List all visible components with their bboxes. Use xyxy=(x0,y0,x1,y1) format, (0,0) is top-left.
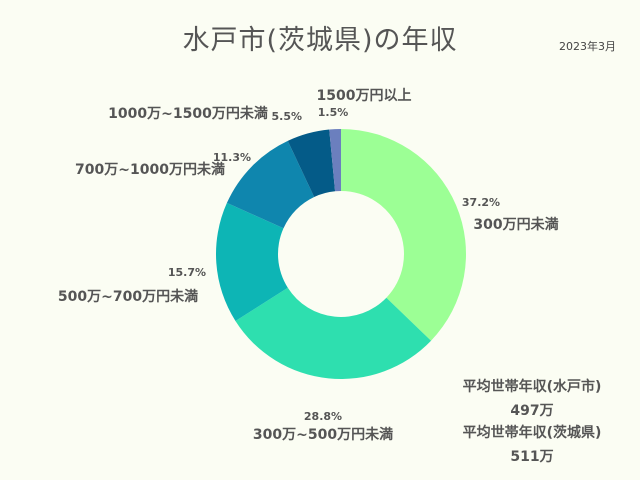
date-note: 2023年3月 xyxy=(559,40,616,53)
chart-title: 水戸市(茨城県)の年収 xyxy=(182,25,458,56)
average-income-ibaraki: 平均世帯年収(茨城県) 511万 xyxy=(432,424,632,466)
slice-2-percent-label: 28.8% xyxy=(304,410,342,423)
slice-3-percent-label: 15.7% xyxy=(168,266,206,279)
slice-2 xyxy=(235,287,432,380)
average-income-mito-value: 497万 xyxy=(510,403,554,419)
average-income-mito: 平均世帯年収(水戸市) 497万 xyxy=(432,378,632,420)
average-income-mito-label: 平均世帯年収(水戸市) xyxy=(462,379,602,395)
slice-3 xyxy=(216,202,288,321)
slice-6-category-label: 1500万円以上 xyxy=(317,88,412,104)
slice-5-category-label: 1000万~1500万円未満 xyxy=(108,105,268,122)
slice-3-category-label: 500万~700万円未満 xyxy=(58,288,198,305)
slice-6-percent-label: 1.5% xyxy=(318,106,349,119)
slice-5 xyxy=(287,129,336,197)
slice-5-percent-label: 5.5% xyxy=(271,110,302,123)
average-income-ibaraki-label: 平均世帯年収(茨城県) xyxy=(462,425,602,441)
slice-4-category-label: 700万~1000万円未満 xyxy=(75,161,225,178)
slice-6 xyxy=(329,129,341,192)
slice-1 xyxy=(341,129,466,341)
slice-4 xyxy=(226,140,315,229)
slice-1-percent-label: 37.2% xyxy=(462,196,500,209)
slice-2-category-label: 300万~500万円未満 xyxy=(253,426,393,443)
average-income-ibaraki-value: 511万 xyxy=(510,449,554,465)
slice-1-category-label: 300万円未満 xyxy=(473,216,558,233)
slice-4-percent-label: 11.3% xyxy=(213,151,251,164)
